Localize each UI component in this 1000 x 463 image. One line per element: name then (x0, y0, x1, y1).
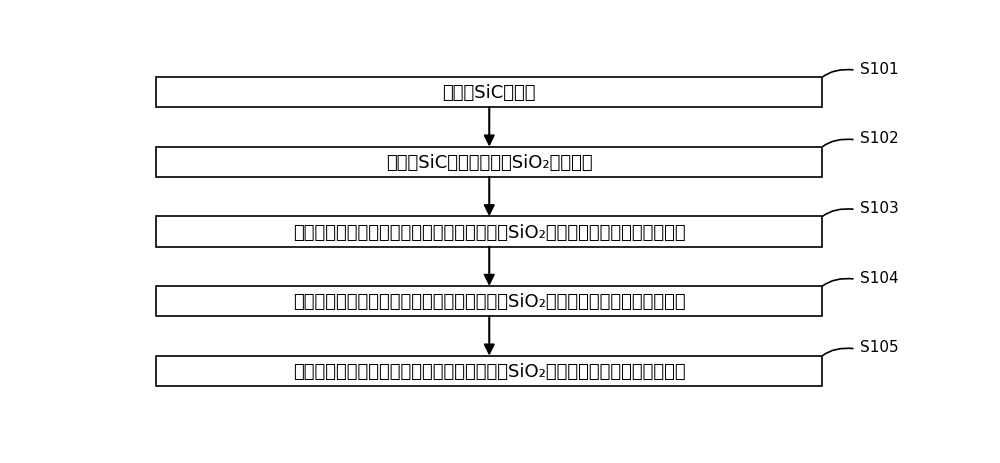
Bar (156, 287, 822, 317)
Text: S105: S105 (860, 339, 898, 355)
Text: 提供一SiC外延片: 提供一SiC外延片 (442, 84, 536, 102)
Text: 在第一预设加工环境下，采用第一气体对所述SiO₂栅氧化层进行第一次退火处理: 在第一预设加工环境下，采用第一气体对所述SiO₂栅氧化层进行第一次退火处理 (293, 223, 686, 241)
Text: 在所述SiC外延片上形成SiO₂栅氧化层: 在所述SiC外延片上形成SiO₂栅氧化层 (386, 154, 593, 171)
Bar (156, 356, 822, 386)
Text: S101: S101 (860, 62, 898, 76)
Bar (156, 217, 822, 247)
Bar (156, 147, 822, 178)
Text: S104: S104 (860, 270, 898, 285)
Text: 在第三预设加工环境下，采用第三气体对所述SiO₂栅氧化层进行第三次退火处理: 在第三预设加工环境下，采用第三气体对所述SiO₂栅氧化层进行第三次退火处理 (293, 362, 686, 380)
Bar (156, 78, 822, 108)
Text: 在第二预设加工环境下，采用第二气体对所述SiO₂栅氧化层进行第二次退火处理: 在第二预设加工环境下，采用第二气体对所述SiO₂栅氧化层进行第二次退火处理 (293, 293, 686, 311)
Text: S102: S102 (860, 131, 898, 146)
Text: S103: S103 (860, 200, 898, 215)
